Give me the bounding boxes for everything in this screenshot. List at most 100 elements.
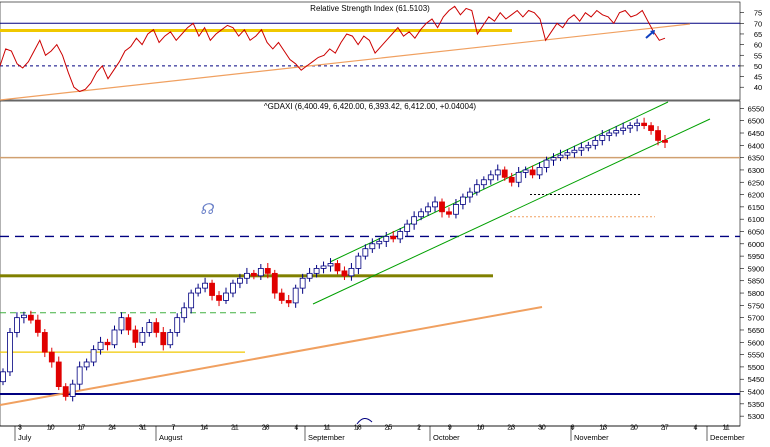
candle-up <box>0 371 6 383</box>
x-tick-label: 31 <box>139 425 147 432</box>
candle-up <box>118 317 125 331</box>
price-tick-label: 5550 <box>748 351 765 360</box>
x-tick-label: 30 <box>538 425 546 432</box>
price-tick-label: 6000 <box>748 240 765 249</box>
price-tick-label: 5500 <box>748 363 765 372</box>
candle-up <box>473 184 480 193</box>
candle-up <box>7 332 13 373</box>
price-tick-label: 5750 <box>748 301 765 310</box>
candle-up <box>620 127 627 131</box>
x-tick-label: 11 <box>323 425 330 432</box>
candle-up <box>369 243 376 250</box>
long-trendline <box>0 306 543 406</box>
price-tick-label: 5900 <box>748 264 765 273</box>
x-tick-label: 17 <box>78 425 86 432</box>
rsi-yellow-band <box>0 29 512 32</box>
candle-up <box>494 169 501 176</box>
rsi-tick-label: 40 <box>754 83 762 92</box>
candle-up <box>90 349 97 363</box>
month-label: July <box>18 433 32 442</box>
candle-down <box>160 332 167 346</box>
price-tick-label: 6500 <box>748 117 765 126</box>
rsi-series-line <box>0 5 666 93</box>
candle-up <box>69 383 76 397</box>
candle-up <box>557 154 564 159</box>
candle-up <box>578 147 585 151</box>
candle-up <box>376 240 383 245</box>
candle-down <box>104 341 111 346</box>
rsi-title: Relative Strength Index (61.5103) <box>310 4 430 13</box>
candle-up <box>466 191 473 198</box>
candle-down <box>27 314 34 321</box>
bottom-marker-icon <box>356 418 373 425</box>
candle-down <box>271 272 278 294</box>
rsi-tick-label: 45 <box>754 73 762 82</box>
candle-up <box>460 196 466 205</box>
price-pane: ^GDAXI (6,400.49, 6,420.00, 6,393.42, 6,… <box>0 100 765 427</box>
candle-up <box>404 223 411 232</box>
candle-up <box>411 216 418 225</box>
candle-down <box>285 300 292 304</box>
price-tick-label: 6550 <box>748 104 765 113</box>
rsi-tick-label: 50 <box>754 62 762 71</box>
candle-down <box>641 122 647 127</box>
candle-up <box>14 317 20 333</box>
candle-up <box>188 292 195 309</box>
candle-down <box>508 176 515 183</box>
channel-lower <box>312 118 711 305</box>
rsi-levels <box>0 22 740 101</box>
candle-down <box>648 125 654 131</box>
x-tick-label: 4 <box>693 425 697 432</box>
candle-up <box>299 277 306 289</box>
price-tick-label: 6300 <box>748 166 765 175</box>
candle-up <box>21 314 27 319</box>
candle-up <box>397 231 404 240</box>
x-tick-label: 28 <box>262 425 270 432</box>
x-tick-label: 6 <box>571 425 575 432</box>
candle-up <box>627 125 634 129</box>
candle-up <box>327 263 334 267</box>
candle-up <box>97 341 104 351</box>
rsi-tick-label: 75 <box>754 9 762 18</box>
candle-down <box>41 332 48 353</box>
price-tick-label: 6450 <box>748 129 765 138</box>
month-label: November <box>574 433 609 442</box>
candle-up <box>195 287 202 294</box>
month-label: October <box>433 433 460 442</box>
candle-down <box>125 317 132 331</box>
candle-up <box>550 157 557 161</box>
price-tick-label: 5700 <box>748 314 765 323</box>
candle-down <box>446 211 452 215</box>
candle-down <box>264 268 271 274</box>
rsi-tick-label: 70 <box>754 19 762 28</box>
price-tick-label: 5800 <box>748 289 765 298</box>
candle-down <box>334 263 341 272</box>
candle-down <box>390 236 397 240</box>
rsi-trendline <box>0 23 691 101</box>
candle-up <box>592 139 599 146</box>
candle-up <box>306 272 313 279</box>
rsi-tick-label: 55 <box>754 51 762 60</box>
candle-up <box>564 152 571 156</box>
price-tick-label: 5350 <box>748 400 765 409</box>
price-tick-label: 6350 <box>748 154 765 163</box>
candle-up <box>634 122 641 127</box>
candle-up <box>383 236 390 242</box>
candle-up <box>418 211 425 218</box>
price-tick-label: 5300 <box>748 412 765 421</box>
candle-down <box>153 322 160 333</box>
price-candles <box>0 117 668 402</box>
x-tick-label: 25 <box>385 425 393 432</box>
x-tick-label: 21 <box>231 425 239 432</box>
rsi-tick-label: 60 <box>754 41 762 50</box>
candle-down <box>655 130 661 141</box>
candle-up <box>536 167 543 176</box>
candle-up <box>230 282 236 294</box>
candle-up <box>243 272 250 279</box>
price-tick-label: 5400 <box>748 388 765 397</box>
candle-down <box>34 319 41 333</box>
